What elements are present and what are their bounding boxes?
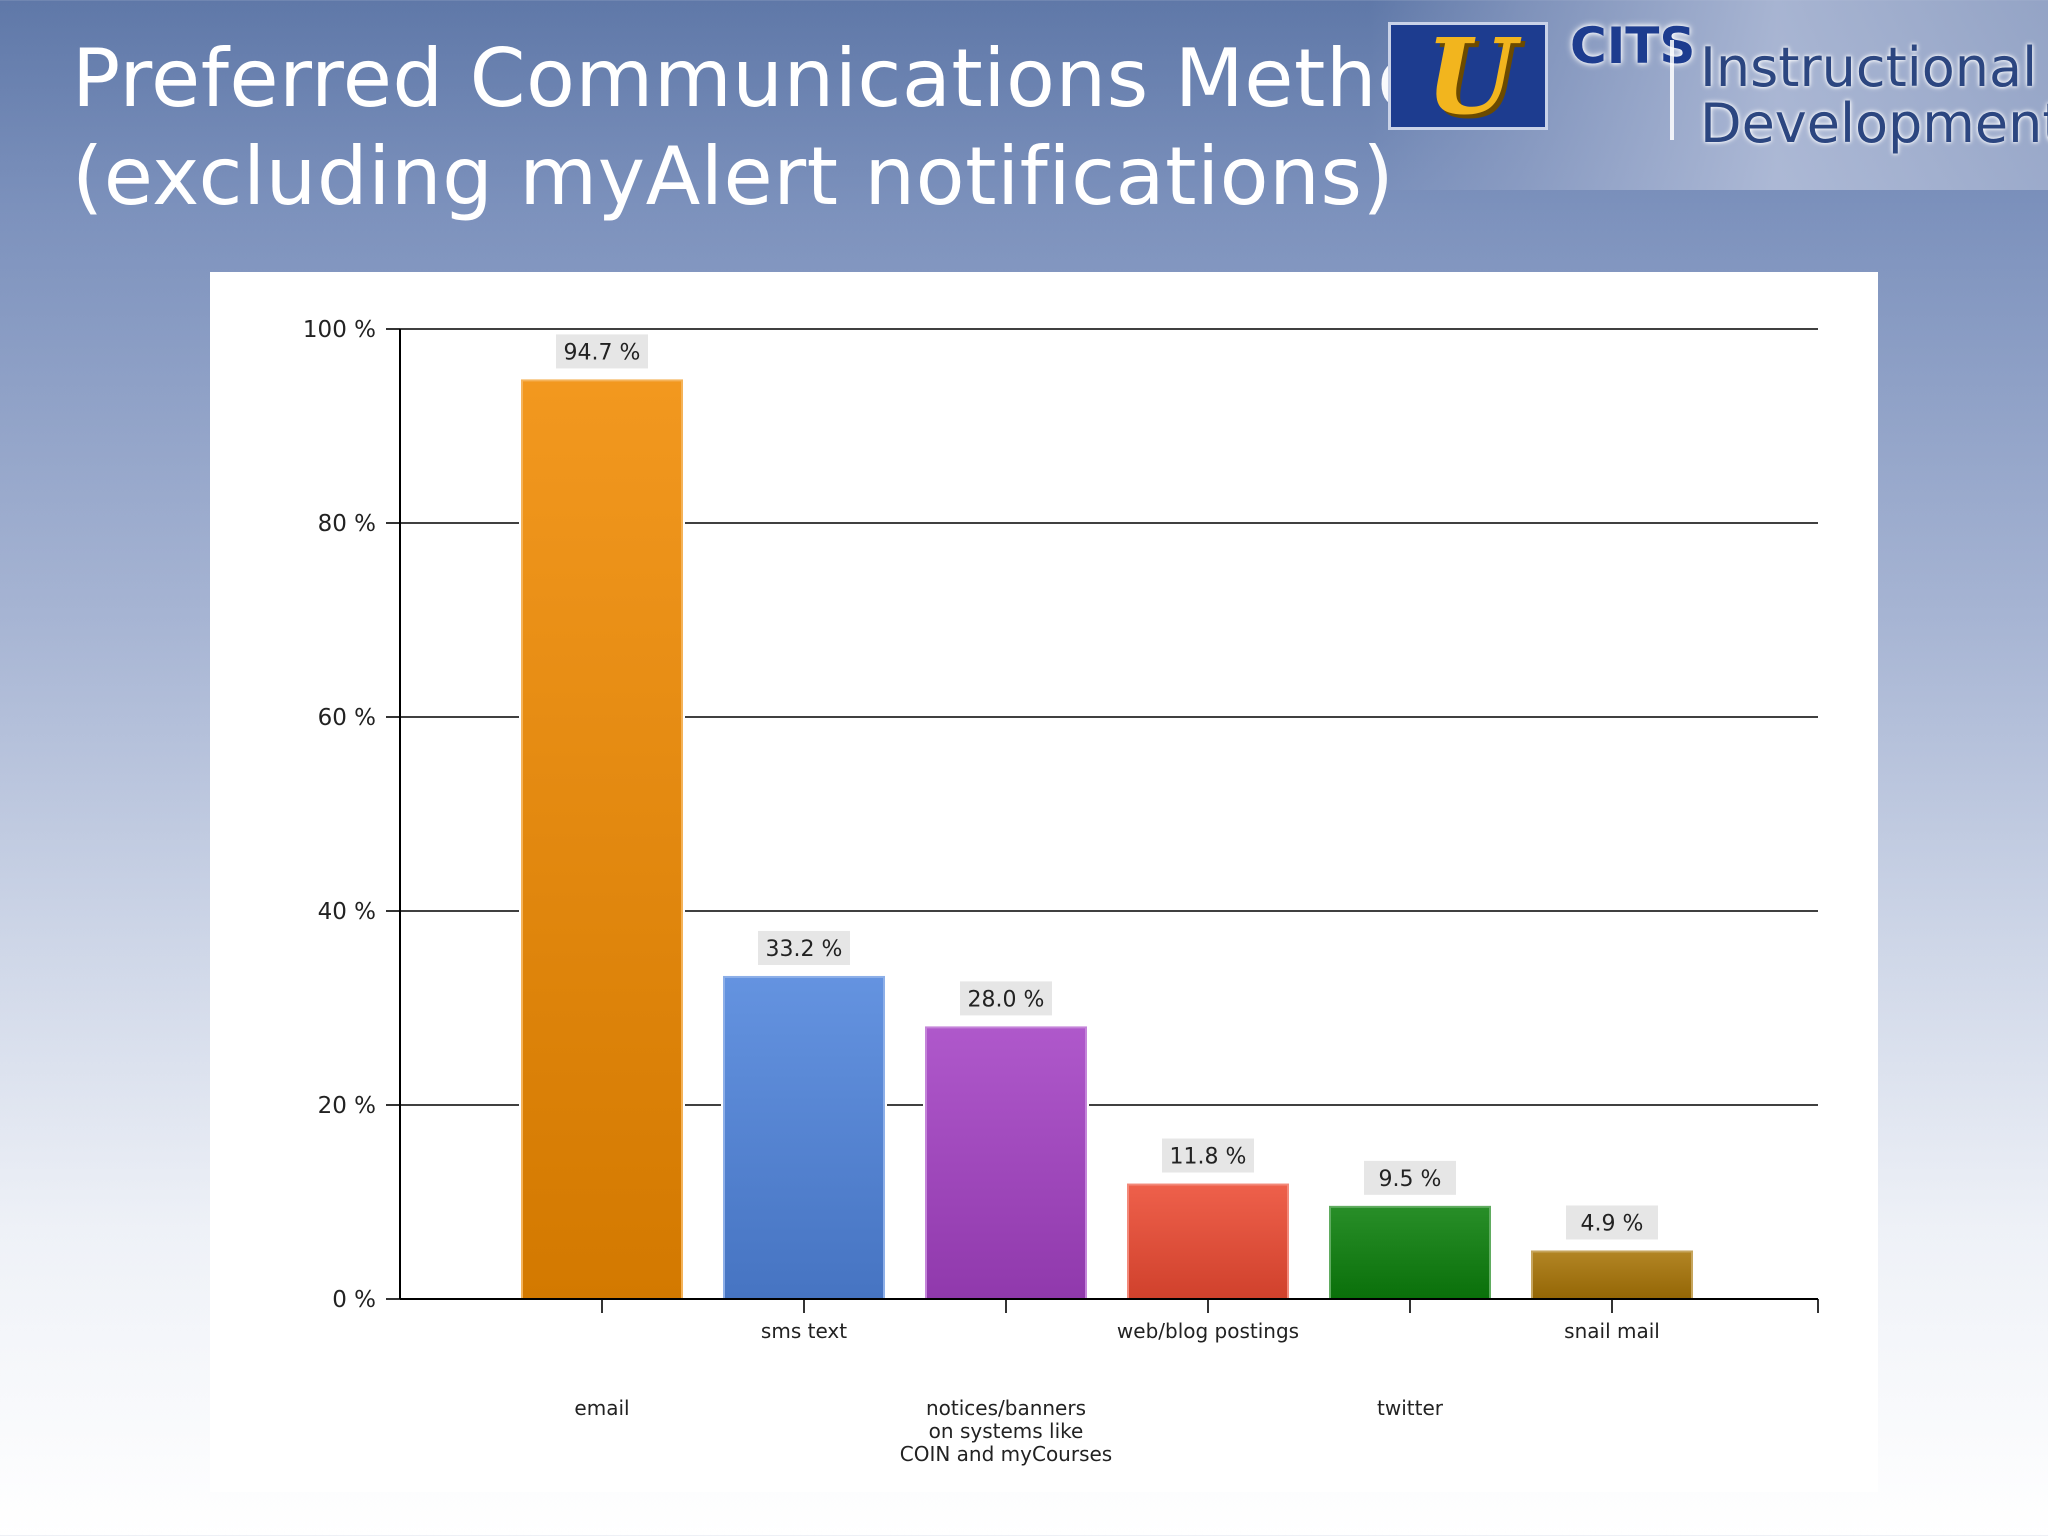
y-tick-label: 100 % (303, 317, 376, 343)
emblem-letter: U (1425, 15, 1517, 138)
bar-2 (925, 1026, 1087, 1301)
university-emblem: U U (1388, 19, 1548, 139)
value-label-box (960, 981, 1052, 1016)
bar-4 (1329, 1205, 1491, 1300)
value-label: 4.9 % (1581, 1211, 1644, 1236)
bar-0 (521, 379, 683, 1301)
y-tick-label: 20 % (318, 1093, 376, 1119)
category-label: email (574, 1396, 629, 1420)
bar-1 (723, 975, 885, 1301)
emblem-letter-shadow: U (1429, 19, 1521, 142)
value-label-box (1566, 1205, 1658, 1240)
chart-panel: 0 % 20 % 40 % 60 % 80 % 100 % 94.7 % 33.2 % 28.… (210, 272, 1878, 1492)
y-tick-label: 40 % (318, 899, 376, 925)
y-tick-label: 80 % (318, 511, 376, 537)
bar-chart: 0 % 20 % 40 % 60 % 80 % 100 % 94.7 % 33.2 % 28.… (303, 317, 1819, 1466)
value-label-box (1364, 1160, 1456, 1195)
value-label-box (758, 930, 850, 965)
value-label: 94.7 % (564, 340, 641, 365)
category-label: snail mail (1564, 1319, 1660, 1343)
category-label: notices/banners on systems like COIN and m… (900, 1396, 1112, 1466)
value-label: 33.2 % (766, 937, 843, 962)
unit-name-line2: Development (1700, 92, 2048, 155)
bar-5 (1531, 1250, 1693, 1300)
category-label: sms text (761, 1319, 847, 1343)
logo-divider (1670, 40, 1674, 140)
value-label: 28.0 % (968, 987, 1045, 1012)
category-label: twitter (1377, 1396, 1444, 1420)
y-tick-label: 60 % (318, 705, 376, 731)
slide-title: Preferred Communications Methods (exclud… (72, 30, 1520, 226)
slide-title-line1: Preferred Communications Methods (72, 32, 1520, 125)
slide-title-line2: (excluding myAlert notifications) (72, 130, 1395, 223)
value-label-box (1162, 1138, 1254, 1173)
y-tick-label: 0 % (332, 1287, 376, 1313)
unit-name: Instructional Development (1700, 40, 2048, 152)
cits-logo: U U CITS Instructional Development (1370, 0, 2048, 190)
value-label: 9.5 % (1379, 1167, 1442, 1192)
unit-name-line1: Instructional (1700, 36, 2038, 99)
cits-brand: CITS (1570, 17, 1696, 75)
category-label: web/blog postings (1117, 1319, 1299, 1343)
value-label-box (556, 334, 648, 369)
value-label: 11.8 % (1170, 1145, 1247, 1170)
bar-3 (1127, 1183, 1289, 1300)
